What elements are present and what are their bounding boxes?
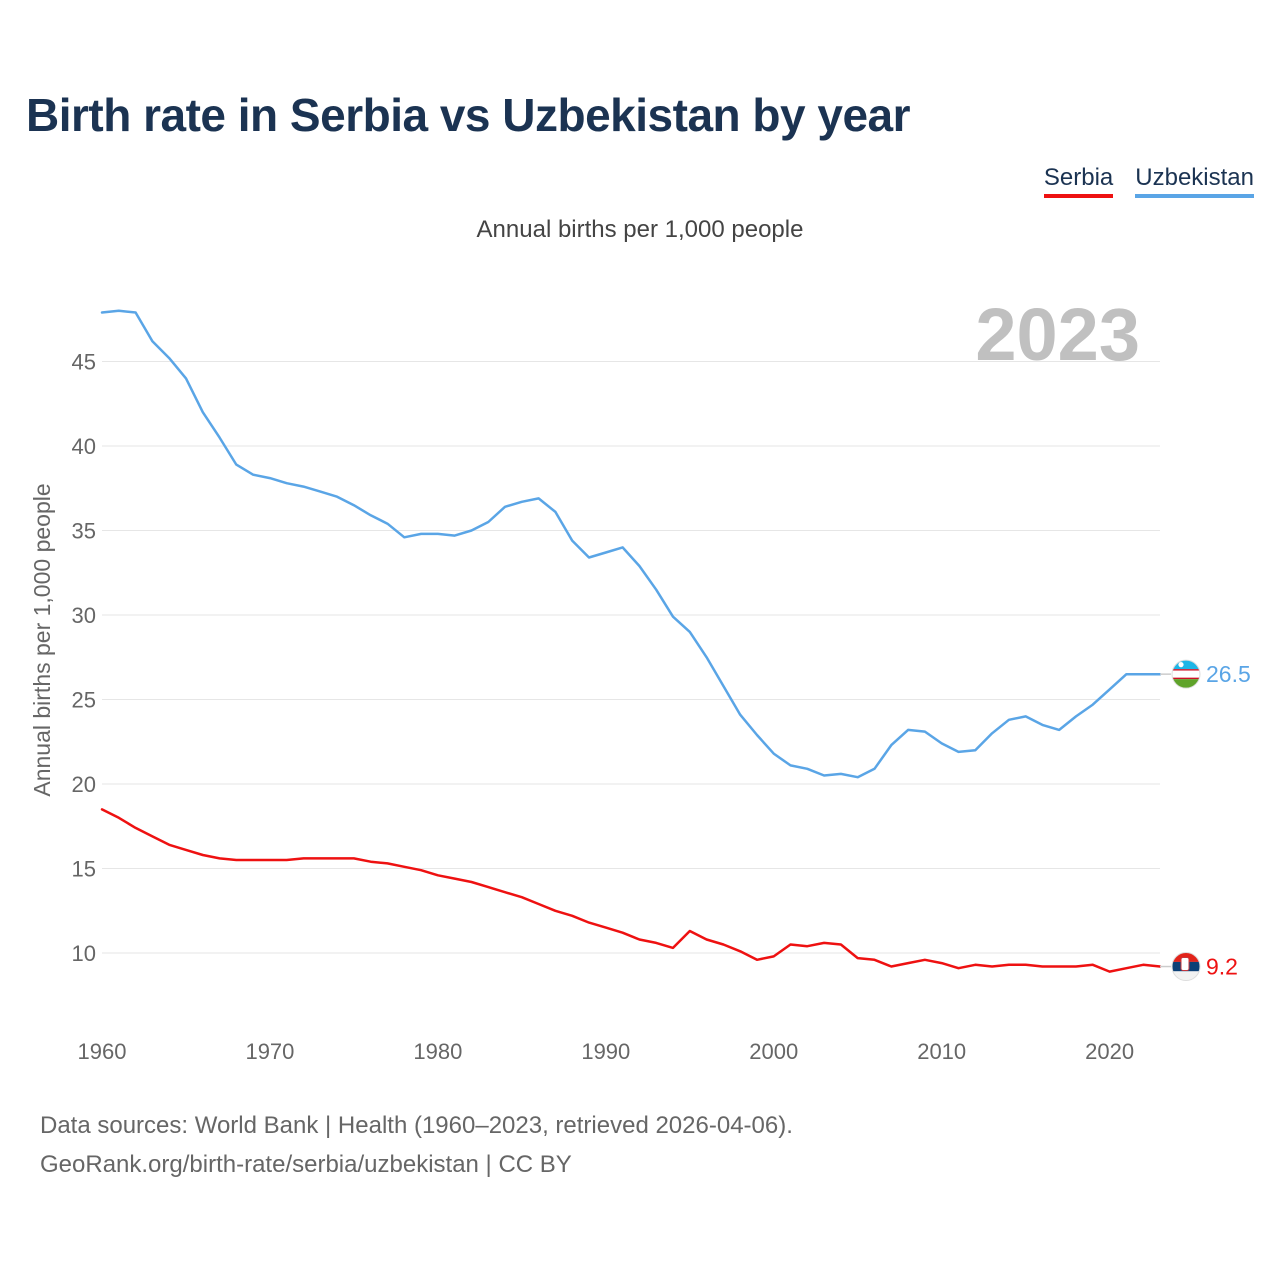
x-tick-label: 1960 (78, 1039, 127, 1064)
year-label: 2023 (975, 293, 1140, 376)
end-markers: 9.2 26.5 (1160, 659, 1251, 982)
x-tick-label: 2000 (749, 1039, 798, 1064)
y-axis-ticks: 10 15 20 25 30 35 40 45 (72, 350, 96, 967)
y-tick-label: 35 (72, 519, 96, 544)
y-tick-label: 40 (72, 434, 96, 459)
chart-legend: Serbia Uzbekistan (1043, 164, 1254, 198)
chart-footer: Data sources: World Bank | Health (1960–… (40, 1106, 793, 1184)
series-line-uzbekistan[interactable] (100, 309, 1162, 779)
x-tick-label: 1990 (581, 1039, 630, 1064)
gridlines (102, 361, 1160, 954)
series-lines (100, 309, 1162, 973)
serbia-flag-icon (1171, 952, 1201, 982)
y-tick-label: 25 (72, 688, 96, 713)
end-value-uzbekistan: 26.5 (1206, 661, 1251, 687)
y-tick-label: 20 (72, 772, 96, 797)
end-value-serbia: 9.2 (1206, 954, 1238, 980)
y-tick-label: 45 (72, 350, 96, 375)
footer-url[interactable]: GeoRank.org/birth-rate/serbia/uzbekistan… (40, 1151, 572, 1178)
y-tick-label: 10 (72, 941, 96, 966)
x-axis-ticks: 1960 1970 1980 1990 2000 2010 2020 (78, 1039, 1135, 1064)
uzbekistan-flag-icon (1171, 659, 1201, 689)
legend-item-serbia[interactable]: Serbia (1043, 164, 1114, 198)
y-axis-title: Annual births per 1,000 people (29, 483, 55, 796)
x-tick-label: 1980 (413, 1039, 462, 1064)
y-tick-label: 30 (72, 603, 96, 628)
x-tick-label: 2020 (1085, 1039, 1134, 1064)
series-line-serbia[interactable] (100, 808, 1162, 973)
x-tick-label: 2010 (917, 1039, 966, 1064)
page-title: Birth rate in Serbia vs Uzbekistan by ye… (26, 89, 911, 141)
legend-item-uzbekistan[interactable]: Uzbekistan (1135, 164, 1254, 198)
y-tick-label: 15 (72, 857, 96, 882)
chart-subtitle: Annual births per 1,000 people (476, 216, 804, 243)
x-tick-label: 1970 (245, 1039, 294, 1064)
footer-sources: Data sources: World Bank | Health (1960–… (40, 1112, 793, 1139)
line-chart: 10 15 20 25 30 35 40 45 1960 1970 1980 1990 2000 201… (29, 293, 1251, 1064)
